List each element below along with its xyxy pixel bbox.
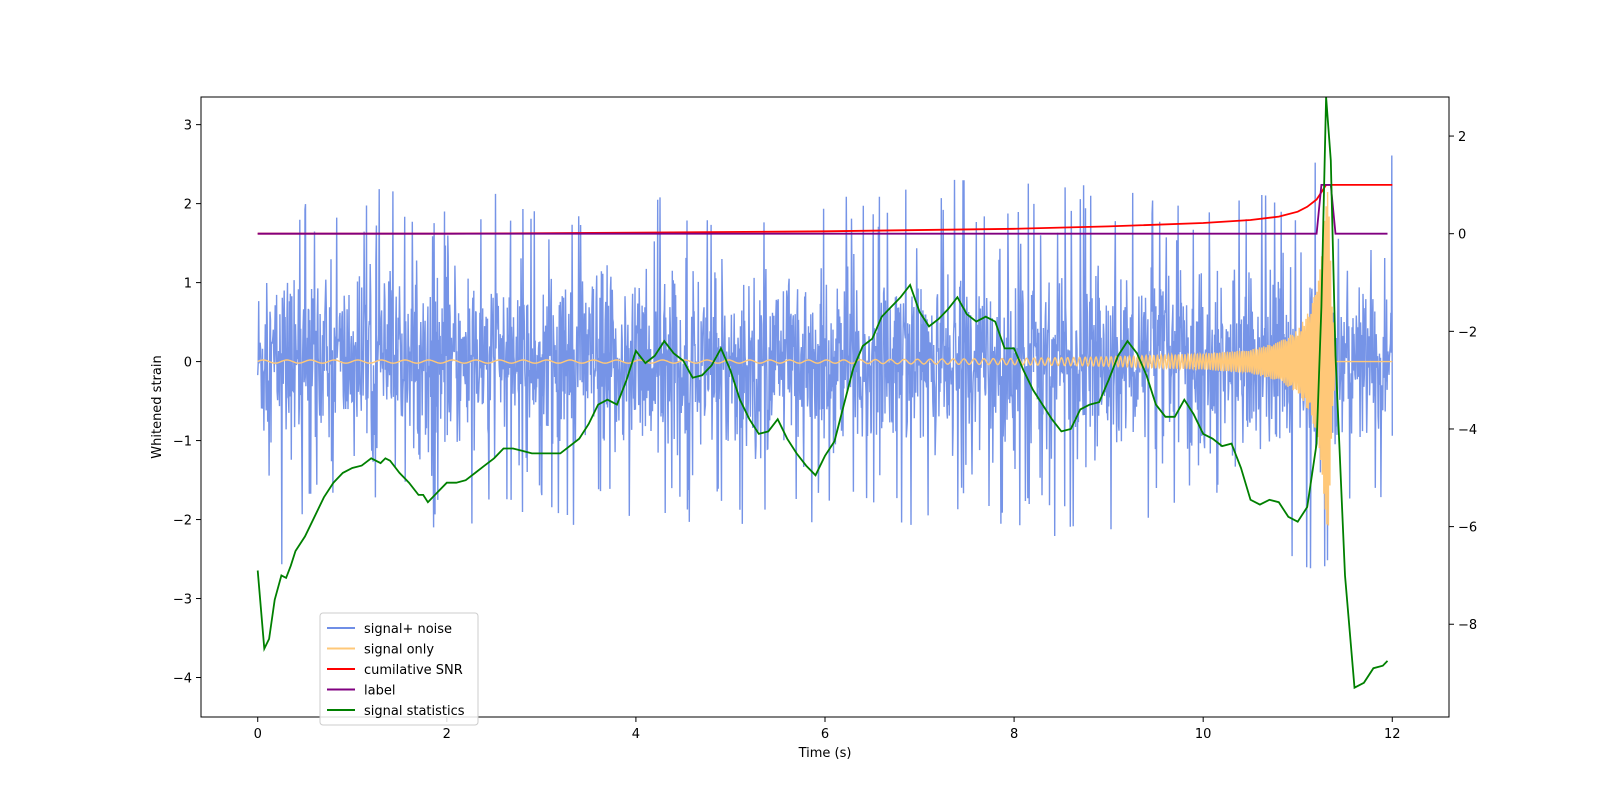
- y-axis-left: −4 −3 −2 −1 0 1 2 3: [173, 119, 201, 687]
- y-tick-label: 2: [184, 198, 192, 213]
- y2-tick-label: 0: [1458, 228, 1466, 243]
- label-series: [257, 184, 1388, 235]
- x-tick-label: 12: [1384, 727, 1401, 742]
- y2-tick-label: −6: [1458, 521, 1477, 536]
- y-tick-label: −4: [173, 672, 192, 687]
- legend-label: signal+ noise: [364, 622, 452, 637]
- x-tick-label: 6: [821, 727, 829, 742]
- legend-label: signal only: [364, 643, 434, 658]
- signal-only-line: [257, 191, 1393, 526]
- plot-area: [256, 97, 1393, 690]
- x-tick-label: 4: [632, 727, 640, 742]
- y-axis-label: Whitened strain: [150, 355, 165, 458]
- signal-only-series: [257, 191, 1393, 526]
- y2-tick-label: 2: [1458, 130, 1466, 145]
- x-tick-label: 8: [1010, 727, 1018, 742]
- x-axis-label: Time (s): [798, 746, 852, 761]
- x-tick-label: 0: [254, 727, 262, 742]
- legend: signal+ noise signal only cumilative SNR la…: [319, 612, 479, 726]
- legend-label: cumilative SNR: [364, 663, 463, 678]
- y2-tick-label: −8: [1458, 618, 1477, 633]
- legend-box: [319, 612, 479, 726]
- signal-statistics-series: [256, 97, 1389, 690]
- signal-noise-series: [257, 155, 1393, 569]
- legend-label: signal statistics: [364, 704, 465, 719]
- y2-tick-label: −2: [1458, 325, 1477, 340]
- label-line: [257, 184, 1388, 235]
- signal-noise-line: [257, 155, 1393, 569]
- y-tick-label: −3: [173, 593, 192, 608]
- x-tick-label: 10: [1195, 727, 1212, 742]
- y-tick-label: −2: [173, 514, 192, 529]
- y-tick-label: −1: [173, 435, 192, 450]
- signal-statistics-line: [256, 97, 1389, 690]
- x-tick-label: 2: [443, 727, 451, 742]
- y-tick-label: 0: [184, 356, 192, 371]
- y2-tick-label: −4: [1458, 423, 1477, 438]
- y-axis-right: −8 −6 −4 −2 0 2: [1449, 130, 1477, 633]
- legend-label: label: [364, 684, 395, 699]
- y-tick-label: 3: [184, 119, 192, 134]
- y-tick-label: 1: [184, 277, 192, 292]
